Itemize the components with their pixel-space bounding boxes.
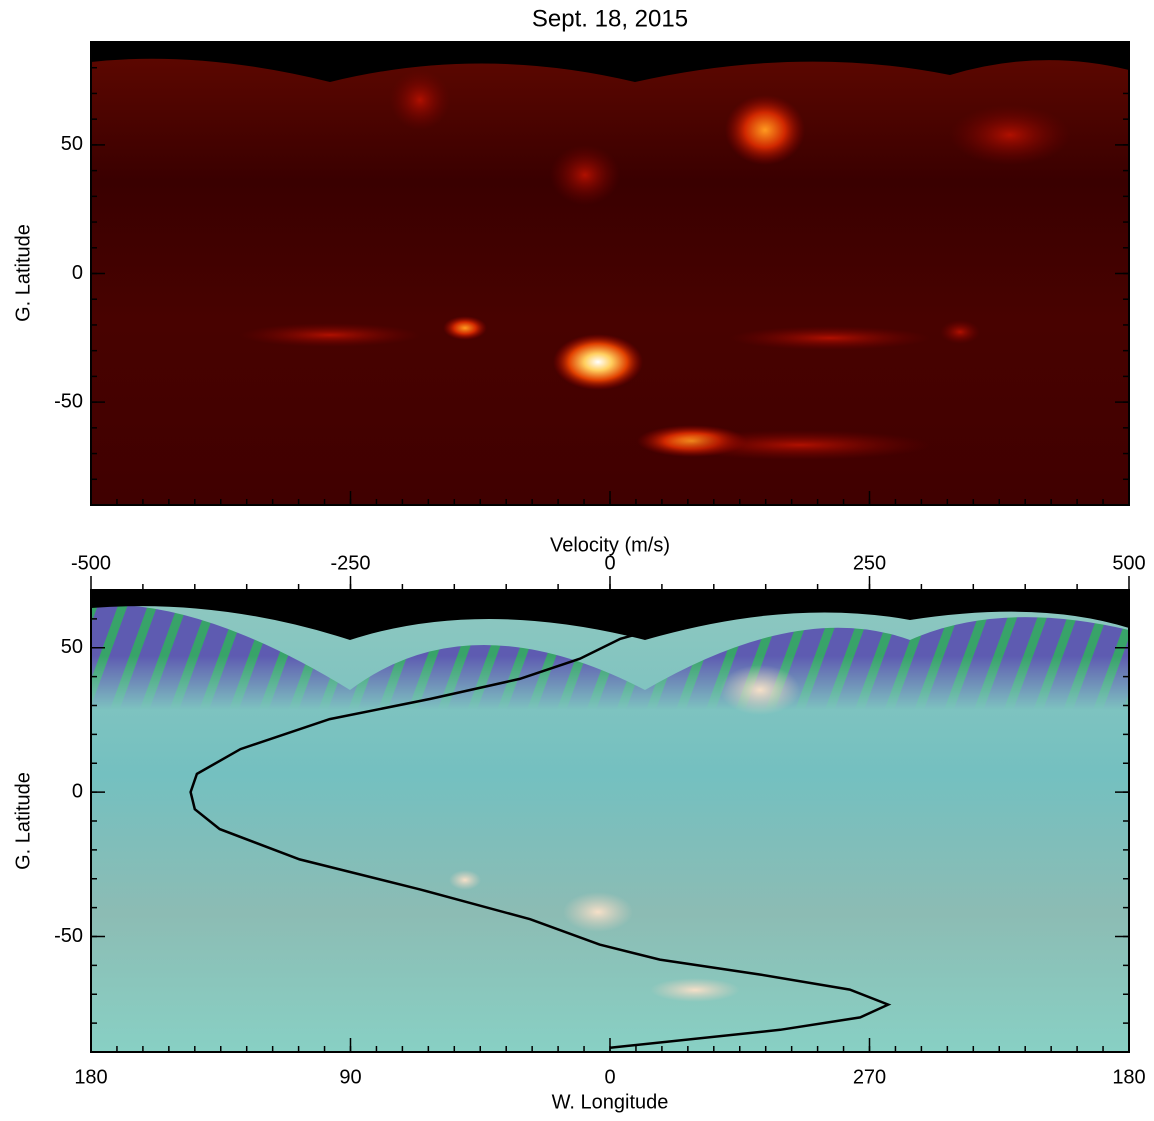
x-tick-label: 180 (1112, 1066, 1145, 1088)
x2-tick-label: 0 (604, 552, 615, 574)
top-map (91, 42, 1129, 505)
x-tick-label: 180 (74, 1066, 107, 1088)
y-tick-label: 0 (72, 780, 83, 802)
x2-tick-label: -500 (71, 552, 111, 574)
x2-axis-label: Velocity (m/s) (550, 534, 670, 556)
y-axis-label: G. Latitude (12, 772, 34, 870)
y-axis-label: G. Latitude (12, 224, 34, 322)
x-axis-label: W. Longitude (552, 1091, 669, 1113)
y-tick-label: 0 (72, 262, 83, 284)
x-tick-label: 90 (339, 1066, 361, 1088)
x2-tick-label: -250 (330, 552, 370, 574)
bottom-map (91, 590, 1129, 1052)
velocity-line (189, 603, 892, 1049)
y-tick-label: 50 (61, 636, 83, 658)
x-tick-label: 270 (853, 1066, 886, 1088)
x2-tick-label: 250 (853, 552, 886, 574)
x2-tick-label: 500 (1112, 552, 1145, 574)
y-tick-label: -50 (54, 925, 83, 947)
y-tick-label: 50 (61, 133, 83, 155)
x-tick-label: 0 (604, 1066, 615, 1088)
y-tick-label: -50 (54, 390, 83, 412)
chart-title: Sept. 18, 2015 (532, 5, 688, 32)
